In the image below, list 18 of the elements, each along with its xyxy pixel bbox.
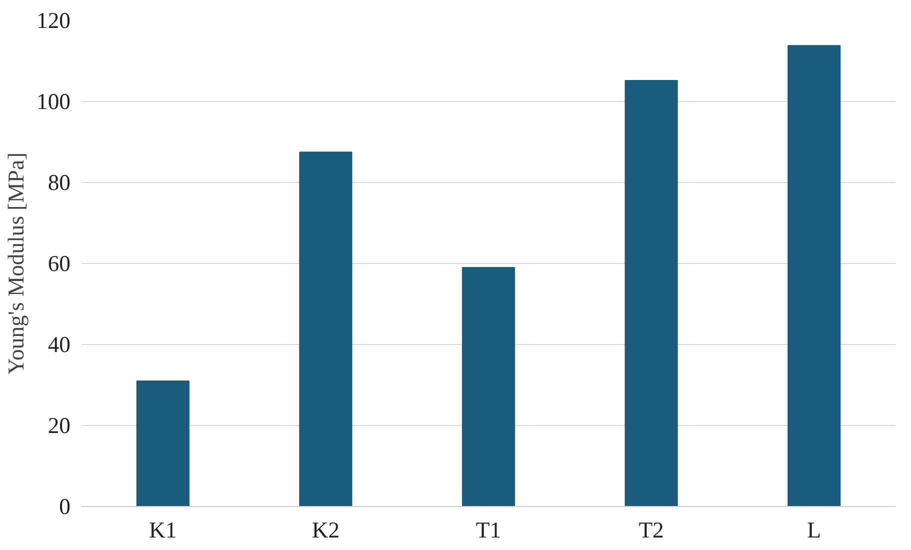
y-tick-label: 0 xyxy=(59,494,70,519)
bar xyxy=(299,152,352,506)
y-axis-title: Young's Modulus [MPa] xyxy=(4,152,29,375)
y-tick-label: 80 xyxy=(48,170,70,195)
x-tick-label: K1 xyxy=(149,518,177,542)
x-tick-label: L xyxy=(807,518,822,542)
y-tick-label: 60 xyxy=(48,251,70,276)
y-tick-label: 20 xyxy=(48,413,70,438)
y-tick-label: 120 xyxy=(36,8,70,33)
bar xyxy=(624,80,678,506)
bar xyxy=(462,267,516,506)
x-tick-label: T2 xyxy=(638,518,664,542)
bar xyxy=(788,45,841,506)
y-tick-label: 40 xyxy=(48,332,70,357)
x-tick-label: K2 xyxy=(312,518,340,542)
bar xyxy=(136,380,190,506)
x-tick-label: T1 xyxy=(476,518,502,542)
y-tick-label: 100 xyxy=(36,89,70,114)
